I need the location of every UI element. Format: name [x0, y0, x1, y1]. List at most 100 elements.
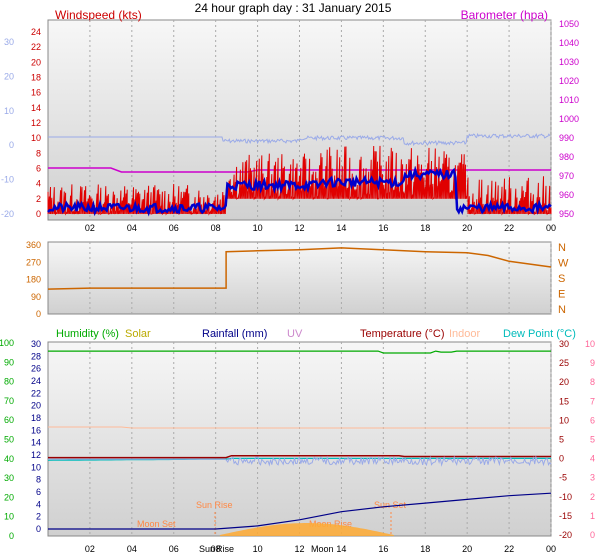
axis-tick-label: 0 — [9, 531, 14, 541]
axis-tick-label: 50 — [4, 435, 14, 445]
indoor-temp-line — [48, 426, 551, 429]
axis-tick-label: 1000 — [559, 114, 579, 124]
time-tick-label: 14 — [336, 544, 346, 554]
axis-tick-label: 8 — [36, 475, 41, 485]
axis-tick-label: 360 — [26, 240, 41, 250]
axis-tick-label: -10 — [1, 175, 14, 185]
time-tick-label: 08 — [211, 223, 221, 233]
time-tick-label: 06 — [169, 223, 179, 233]
axis-tick-label: E — [558, 289, 565, 301]
axis-tick-label: 14 — [31, 438, 41, 448]
axis-tick-label: 4 — [590, 454, 595, 464]
axis-tick-label: 14 — [31, 103, 41, 113]
axis-tick-label: 20 — [559, 377, 569, 387]
axis-tick-label: 0 — [36, 309, 41, 319]
axis-tick-label: 1 — [590, 511, 595, 521]
axis-tick-label: 30 — [31, 339, 41, 349]
time-tick-label: 16 — [378, 223, 388, 233]
axis-tick-label: 1050 — [559, 19, 579, 29]
time-tick-label: 02 — [85, 544, 95, 554]
axis-tick-label: 1040 — [559, 38, 579, 48]
time-tick-label: 18 — [420, 223, 430, 233]
axis-tick-label: -20 — [559, 530, 572, 540]
chart-title: 24 hour graph day : 31 January 2015 — [195, 1, 392, 15]
time-tick-label: 10 — [253, 223, 263, 233]
temperature-line-1 — [48, 132, 551, 147]
axis-tick-label: 270 — [26, 257, 41, 267]
axis-tick-label: 80 — [4, 377, 14, 387]
axis-tick-label: 950 — [559, 209, 574, 219]
sun-set-label: Sun Set — [374, 500, 407, 510]
legend-rainfall: Rainfall (mm) — [202, 328, 267, 340]
time-tick-label: 06 — [169, 544, 179, 554]
axis-tick-label: W — [558, 258, 569, 270]
rainfall-line — [48, 492, 552, 530]
legend-indoor: Indoor — [449, 328, 481, 340]
axis-tick-label: 22 — [31, 388, 41, 398]
axis-tick-label: 960 — [559, 190, 574, 200]
axis-tick-label: 24 — [31, 27, 41, 37]
axis-tick-label: 5 — [559, 435, 564, 445]
outer-temp-axis: 30 20 10 0 -10 -20 — [1, 37, 14, 219]
axis-tick-label: 20 — [4, 492, 14, 502]
axis-tick-label: 0 — [36, 524, 41, 534]
barometer-line — [48, 167, 551, 173]
time-tick-label: 04 — [127, 544, 137, 554]
time-axis-2 — [89, 242, 552, 314]
panel-wind-barometer: Windspeed (kts) Barometer (hpa) 3020100-… — [1, 8, 579, 233]
time-tick-label: 10 — [253, 544, 263, 554]
axis-tick-label: 2 — [590, 492, 595, 502]
moon-axis-label: Moon — [311, 544, 334, 554]
sun-axis-label: Sun — [199, 544, 215, 554]
legend-uv: UV — [287, 328, 303, 340]
legend-dewpoint: Dew Point (°C) — [503, 328, 576, 340]
axis-tick-label: 70 — [4, 396, 14, 406]
axis-tick-label: -10 — [559, 492, 572, 502]
axis-tick-label: 40 — [4, 454, 14, 464]
axis-tick-label: 980 — [559, 152, 574, 162]
axis-tick-label: -5 — [559, 473, 567, 483]
axis-tick-label: 10 — [559, 415, 569, 425]
windspeed-title: Windspeed (kts) — [55, 8, 142, 22]
axis-tick-label: 12 — [31, 450, 41, 460]
humidity-line — [48, 350, 551, 354]
legend-temperature: Temperature (°C) — [360, 328, 444, 340]
axis-tick-label: 5 — [590, 435, 595, 445]
axis-tick-label: 12 — [31, 118, 41, 128]
time-tick-label: 12 — [294, 544, 304, 554]
time-tick-label: 00 — [546, 223, 556, 233]
axis-tick-label: 8 — [36, 148, 41, 158]
axis-tick-label: 100 — [0, 338, 14, 348]
barometer-title: Barometer (hpa) — [461, 8, 548, 22]
axis-tick-label: 970 — [559, 171, 574, 181]
legend-humidity: Humidity (%) — [56, 328, 119, 340]
axis-tick-label: 0 — [9, 140, 14, 150]
time-tick-label: 04 — [127, 223, 137, 233]
axis-tick-label: 25 — [559, 358, 569, 368]
solar-area — [219, 523, 394, 536]
time-tick-label: 16 — [378, 544, 388, 554]
axis-tick-label: 10 — [31, 133, 41, 143]
axis-tick-label: 30 — [4, 473, 14, 483]
panel-humidity-temp: Humidity (%) Solar Rainfall (mm) UV Temp… — [0, 328, 595, 554]
axis-tick-label: 1020 — [559, 76, 579, 86]
axis-tick-label: 18 — [31, 73, 41, 83]
axis-tick-label: 20 — [4, 71, 14, 81]
axis-tick-label: 9 — [590, 358, 595, 368]
axis-tick-label: 4 — [36, 179, 41, 189]
axis-tick-label: -20 — [1, 209, 14, 219]
time-tick-label: 14 — [336, 223, 346, 233]
axis-tick-label: -15 — [559, 511, 572, 521]
axis-tick-label: 20 — [31, 57, 41, 67]
axis-tick-label: 4 — [36, 499, 41, 509]
axis-tick-label: 24 — [31, 376, 41, 386]
time-tick-label: 22 — [504, 223, 514, 233]
axis-tick-label: 18 — [31, 413, 41, 423]
time-tick-label: 08 — [211, 544, 221, 554]
